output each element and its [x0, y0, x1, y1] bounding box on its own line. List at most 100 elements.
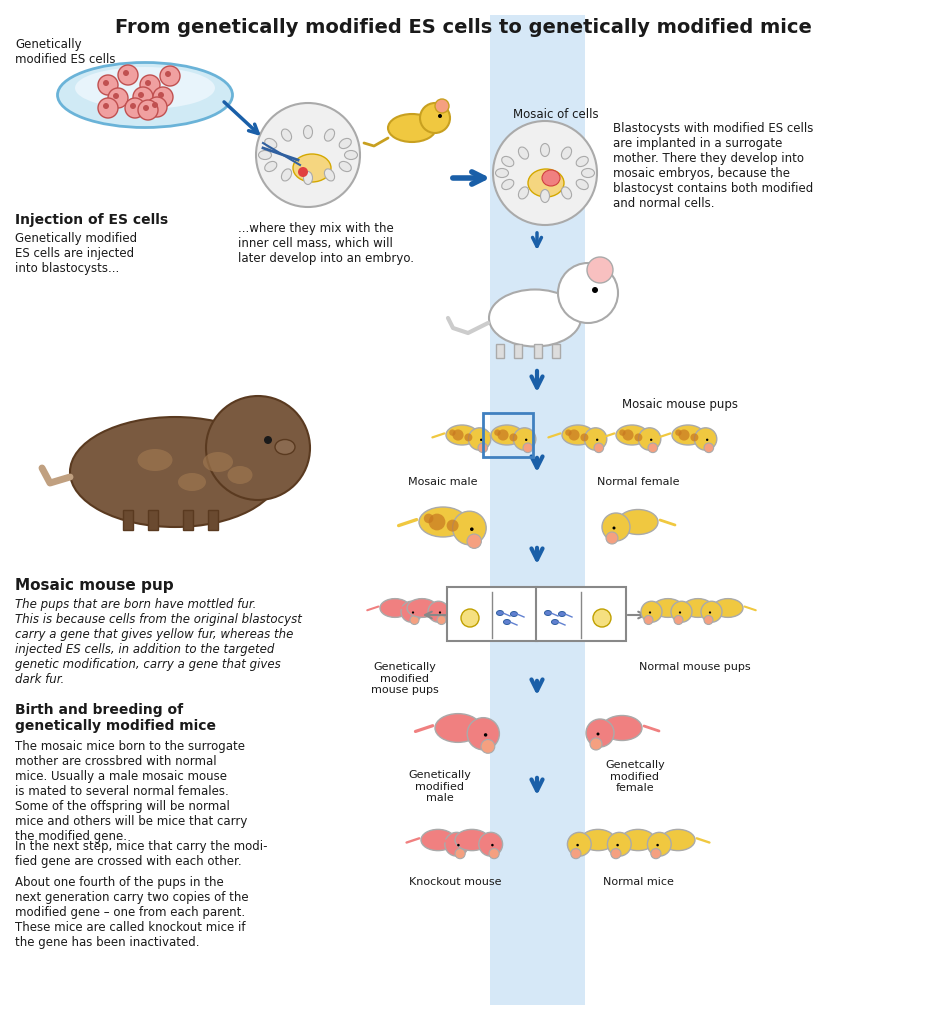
Circle shape: [401, 601, 422, 623]
Ellipse shape: [407, 599, 437, 617]
Circle shape: [133, 87, 153, 106]
Circle shape: [103, 80, 109, 86]
Text: Mosaic mouse pup: Mosaic mouse pup: [15, 578, 173, 593]
Circle shape: [138, 92, 144, 98]
Ellipse shape: [339, 138, 351, 148]
Circle shape: [586, 719, 614, 746]
Circle shape: [424, 514, 434, 523]
Circle shape: [461, 609, 479, 627]
Circle shape: [438, 114, 442, 118]
Circle shape: [467, 534, 481, 549]
Ellipse shape: [282, 169, 292, 181]
Circle shape: [622, 429, 633, 440]
Circle shape: [494, 429, 501, 436]
Circle shape: [644, 615, 653, 625]
Ellipse shape: [203, 452, 233, 472]
Text: Blastocysts with modified ES cells
are implanted in a surrogate
mother. There th: Blastocysts with modified ES cells are i…: [613, 122, 813, 210]
Text: Normal female: Normal female: [597, 477, 679, 487]
Text: Injection of ES cells: Injection of ES cells: [15, 213, 168, 227]
Text: From genetically modified ES cells to genetically modified mice: From genetically modified ES cells to ge…: [115, 18, 811, 37]
Circle shape: [648, 443, 657, 453]
Bar: [148, 510, 158, 530]
Circle shape: [525, 438, 527, 441]
Ellipse shape: [497, 610, 503, 615]
Circle shape: [674, 615, 683, 625]
Circle shape: [701, 601, 722, 623]
FancyBboxPatch shape: [536, 587, 626, 641]
Text: The pups that are born have mottled fur.
This is because cells from the original: The pups that are born have mottled fur.…: [15, 598, 302, 686]
Ellipse shape: [324, 129, 335, 141]
Circle shape: [412, 611, 414, 613]
Circle shape: [590, 738, 602, 750]
Ellipse shape: [421, 829, 455, 851]
Circle shape: [679, 611, 681, 613]
Circle shape: [256, 103, 360, 207]
Text: Genetically
modified ES cells: Genetically modified ES cells: [15, 38, 116, 66]
Ellipse shape: [616, 425, 648, 445]
Circle shape: [691, 433, 698, 441]
Ellipse shape: [618, 510, 658, 535]
Text: In the next step, mice that carry the modi-
fied gene are crossed with each othe: In the next step, mice that carry the mo…: [15, 840, 268, 868]
Circle shape: [143, 105, 149, 111]
Circle shape: [593, 609, 611, 627]
Circle shape: [592, 287, 598, 293]
Circle shape: [118, 65, 138, 85]
Text: ...where they mix with the
inner cell mass, which will
later develop into an emb: ...where they mix with the inner cell ma…: [238, 222, 414, 265]
Ellipse shape: [602, 716, 642, 740]
Bar: [514, 344, 522, 358]
Ellipse shape: [540, 189, 550, 203]
Ellipse shape: [455, 829, 489, 851]
Circle shape: [514, 428, 536, 451]
Ellipse shape: [581, 829, 615, 851]
Ellipse shape: [683, 599, 713, 617]
Ellipse shape: [435, 714, 481, 742]
Ellipse shape: [502, 179, 514, 189]
Circle shape: [145, 80, 151, 86]
Ellipse shape: [57, 62, 233, 128]
Circle shape: [298, 167, 308, 177]
Circle shape: [206, 396, 310, 500]
Circle shape: [565, 429, 572, 436]
Circle shape: [113, 93, 119, 99]
Ellipse shape: [661, 829, 695, 851]
Ellipse shape: [282, 129, 292, 141]
Bar: [552, 344, 560, 358]
Circle shape: [641, 601, 662, 623]
Circle shape: [596, 732, 600, 735]
Circle shape: [613, 526, 616, 529]
Circle shape: [410, 615, 419, 625]
Ellipse shape: [496, 169, 509, 177]
Text: Genetically
modified
male: Genetically modified male: [409, 770, 472, 803]
Ellipse shape: [540, 143, 550, 157]
Circle shape: [571, 849, 581, 859]
Ellipse shape: [581, 169, 594, 177]
Circle shape: [481, 739, 495, 754]
Ellipse shape: [491, 425, 523, 445]
Circle shape: [584, 428, 607, 451]
Circle shape: [558, 263, 618, 323]
Ellipse shape: [489, 290, 581, 346]
Circle shape: [607, 833, 631, 856]
Circle shape: [457, 844, 460, 847]
Circle shape: [679, 429, 690, 440]
Text: Birth and breeding of
genetically modified mice: Birth and breeding of genetically modifi…: [15, 703, 216, 733]
Circle shape: [452, 511, 486, 545]
Ellipse shape: [75, 67, 215, 109]
Ellipse shape: [528, 169, 564, 197]
Ellipse shape: [265, 138, 277, 148]
Text: Mosaic of cells: Mosaic of cells: [513, 108, 599, 121]
Text: Mosaic male: Mosaic male: [408, 477, 477, 487]
Circle shape: [647, 833, 671, 856]
Ellipse shape: [70, 417, 280, 527]
Ellipse shape: [265, 162, 277, 172]
Circle shape: [98, 98, 118, 118]
Circle shape: [152, 102, 158, 108]
Circle shape: [428, 601, 449, 623]
Circle shape: [447, 519, 459, 531]
Circle shape: [468, 428, 490, 451]
Ellipse shape: [577, 179, 589, 189]
Circle shape: [493, 121, 597, 225]
Circle shape: [577, 844, 578, 847]
Circle shape: [445, 833, 469, 856]
Bar: [183, 510, 193, 530]
